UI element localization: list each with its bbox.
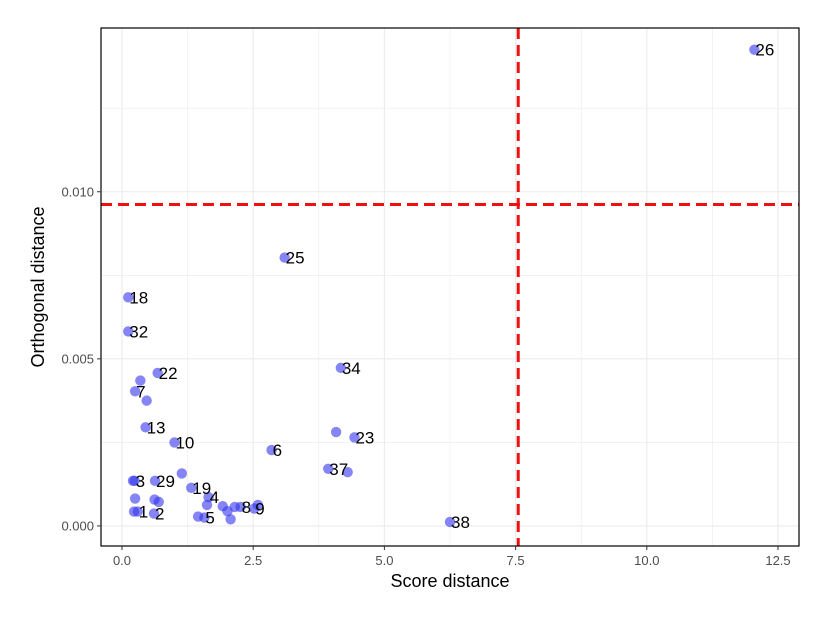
point-label: 13 bbox=[147, 418, 166, 437]
data-point bbox=[199, 512, 210, 523]
data-point bbox=[749, 44, 760, 55]
x-axis-title: Score distance bbox=[390, 571, 509, 591]
point-label: 29 bbox=[156, 472, 175, 491]
y-axis-ticks: 0.000 0.005 0.010 bbox=[61, 184, 101, 533]
data-point bbox=[444, 516, 456, 528]
data-point bbox=[349, 432, 360, 443]
data-point bbox=[201, 499, 213, 511]
data-point bbox=[135, 375, 146, 386]
y-tick-label: 0.005 bbox=[61, 351, 94, 366]
data-point bbox=[330, 426, 342, 438]
point-label: 34 bbox=[342, 359, 361, 378]
data-point bbox=[225, 514, 236, 525]
cutoff-lines bbox=[101, 28, 799, 546]
data-point bbox=[141, 395, 152, 406]
data-point bbox=[129, 493, 141, 504]
point-label: 5 bbox=[205, 509, 214, 528]
point-label: 19 bbox=[192, 479, 211, 498]
x-tick-label: 5.0 bbox=[375, 553, 393, 568]
minor-gridlines bbox=[101, 28, 799, 546]
data-point bbox=[153, 496, 164, 508]
data-points bbox=[123, 44, 760, 528]
point-label: 3 bbox=[136, 472, 145, 491]
x-axis-ticks: 0.0 2.5 5.0 7.5 10.0 12.5 bbox=[113, 546, 791, 568]
x-tick-label: 0.0 bbox=[113, 553, 131, 568]
point-label: 6 bbox=[273, 441, 282, 460]
point-label: 23 bbox=[355, 428, 374, 447]
y-tick-label: 0.000 bbox=[61, 518, 94, 533]
data-point bbox=[129, 386, 141, 397]
point-label: 7 bbox=[136, 382, 145, 401]
point-label: 1 bbox=[139, 503, 148, 522]
point-label: 4 bbox=[210, 488, 219, 507]
data-point bbox=[123, 326, 134, 337]
data-point bbox=[169, 437, 180, 448]
x-tick-label: 12.5 bbox=[765, 553, 790, 568]
point-label: 8 bbox=[242, 498, 251, 517]
data-point bbox=[132, 506, 143, 517]
x-tick-label: 7.5 bbox=[507, 553, 525, 568]
x-tick-label: 10.0 bbox=[634, 553, 659, 568]
data-point bbox=[279, 252, 290, 263]
data-point bbox=[323, 463, 334, 475]
data-point bbox=[235, 501, 246, 513]
major-gridlines bbox=[101, 28, 799, 546]
plot-panel-border bbox=[100, 27, 800, 547]
point-label: 18 bbox=[129, 288, 148, 307]
data-point bbox=[266, 444, 277, 456]
data-point bbox=[176, 468, 188, 479]
data-point bbox=[222, 506, 233, 517]
point-label: 22 bbox=[159, 364, 178, 383]
y-axis-title: Orthogonal distance bbox=[28, 206, 48, 367]
point-label: 37 bbox=[329, 460, 348, 479]
point-label: 25 bbox=[286, 249, 305, 268]
data-point bbox=[152, 367, 163, 379]
data-point bbox=[140, 422, 151, 433]
point-label: 38 bbox=[451, 513, 470, 532]
data-point bbox=[342, 466, 353, 478]
point-label: 32 bbox=[129, 322, 148, 341]
data-point bbox=[149, 475, 161, 487]
data-point bbox=[129, 475, 140, 487]
data-point bbox=[148, 508, 160, 519]
point-label: 9 bbox=[255, 500, 264, 519]
point-label: 10 bbox=[175, 433, 194, 452]
point-label: 26 bbox=[755, 41, 774, 60]
data-point bbox=[186, 482, 197, 494]
data-point bbox=[335, 362, 347, 374]
data-point bbox=[123, 292, 134, 303]
x-tick-label: 2.5 bbox=[244, 553, 262, 568]
y-tick-label: 0.010 bbox=[61, 184, 94, 199]
data-point bbox=[249, 503, 260, 514]
point-label: 2 bbox=[155, 505, 164, 524]
